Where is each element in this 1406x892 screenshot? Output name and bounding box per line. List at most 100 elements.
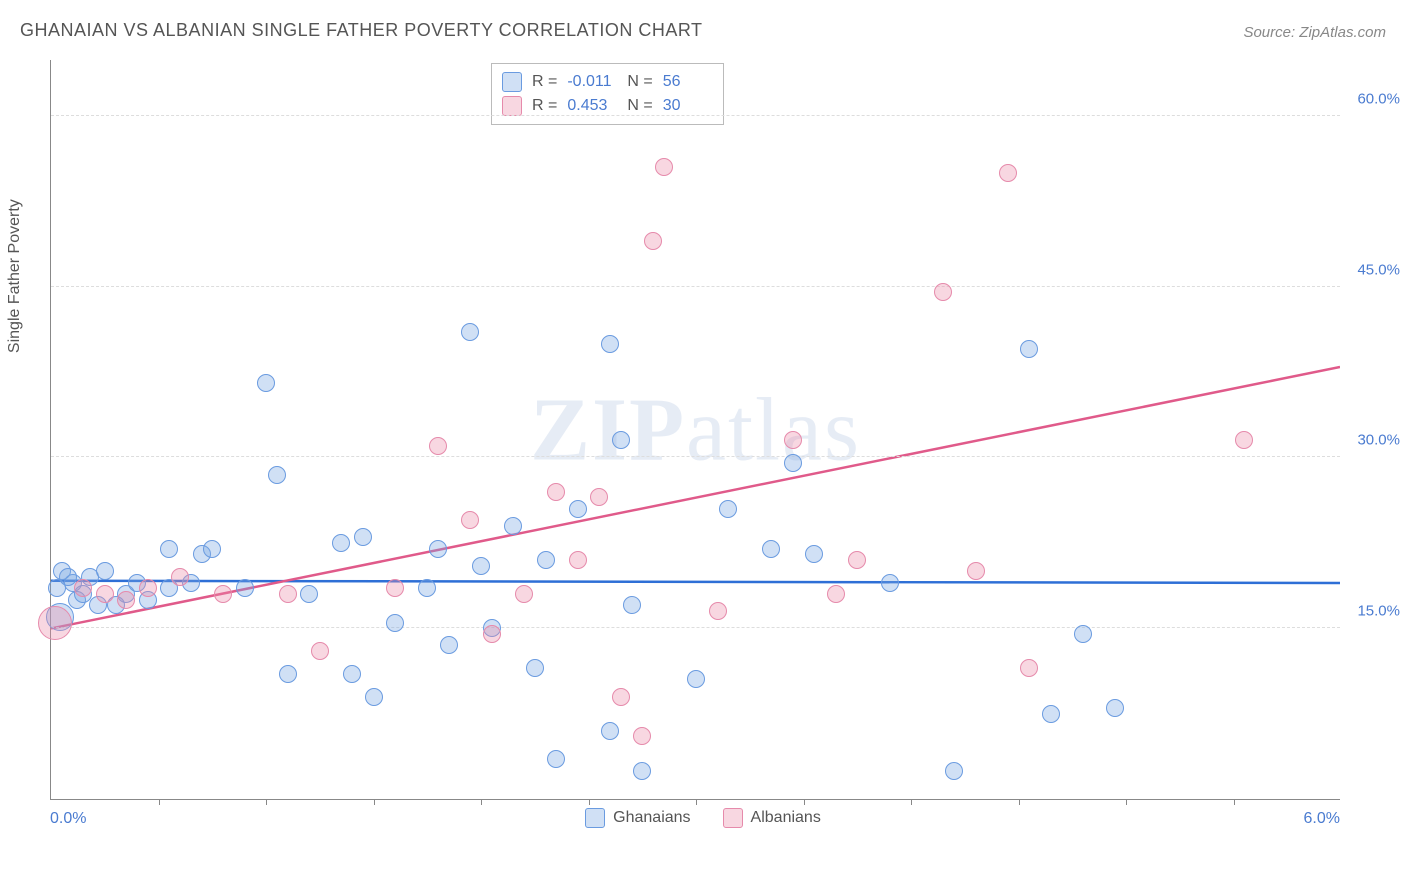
data-point (386, 579, 404, 597)
data-point (203, 540, 221, 558)
gridline (51, 115, 1340, 116)
legend-item: Ghanaians (585, 808, 690, 828)
data-point (279, 665, 297, 683)
data-point (526, 659, 544, 677)
data-point (784, 431, 802, 449)
data-point (590, 488, 608, 506)
data-point (967, 562, 985, 580)
legend-label: Ghanaians (613, 809, 690, 827)
data-point (300, 585, 318, 603)
data-point (214, 585, 232, 603)
data-point (279, 585, 297, 603)
data-point (418, 579, 436, 597)
bottom-legend: Ghanaians Albanians (0, 808, 1406, 828)
x-tick-mark (589, 799, 590, 805)
data-point (1042, 705, 1060, 723)
x-tick-mark (374, 799, 375, 805)
x-tick-mark (159, 799, 160, 805)
x-tick-mark (1126, 799, 1127, 805)
data-point (38, 606, 72, 640)
data-point (1235, 431, 1253, 449)
data-point (160, 540, 178, 558)
data-point (74, 579, 92, 597)
series-swatch (502, 72, 522, 92)
data-point (655, 158, 673, 176)
data-point (1106, 699, 1124, 717)
data-point (332, 534, 350, 552)
data-point (440, 636, 458, 654)
gridline (51, 286, 1340, 287)
x-tick-mark (1234, 799, 1235, 805)
data-point (429, 437, 447, 455)
series-swatch (502, 96, 522, 116)
legend-item: Albanians (723, 808, 821, 828)
legend-swatch (585, 808, 605, 828)
data-point (569, 500, 587, 518)
data-point (171, 568, 189, 586)
chart-title: GHANAIAN VS ALBANIAN SINGLE FATHER POVER… (20, 20, 703, 41)
data-point (848, 551, 866, 569)
data-point (945, 762, 963, 780)
x-tick-mark (696, 799, 697, 805)
r-label: R = (532, 70, 557, 94)
source-label: Source: ZipAtlas.com (1243, 24, 1386, 41)
data-point (504, 517, 522, 535)
n-value: 56 (663, 70, 713, 94)
data-point (633, 762, 651, 780)
data-point (709, 602, 727, 620)
data-point (612, 431, 630, 449)
x-tick-mark (481, 799, 482, 805)
data-point (1020, 659, 1038, 677)
x-tick-mark (804, 799, 805, 805)
data-point (117, 591, 135, 609)
data-point (386, 614, 404, 632)
legend-label: Albanians (751, 809, 821, 827)
data-point (515, 585, 533, 603)
data-point (139, 579, 157, 597)
watermark: ZIPatlas (530, 378, 861, 481)
data-point (236, 579, 254, 597)
stats-row: R = -0.011 N = 56 (502, 70, 713, 94)
data-point (687, 670, 705, 688)
x-tick-mark (1019, 799, 1020, 805)
y-axis-label: Single Father Poverty (6, 199, 24, 353)
data-point (354, 528, 372, 546)
gridline (51, 456, 1340, 457)
n-label: N = (627, 70, 652, 94)
data-point (601, 722, 619, 740)
data-point (881, 574, 899, 592)
data-point (311, 642, 329, 660)
data-point (719, 500, 737, 518)
data-point (268, 466, 286, 484)
data-point (1074, 625, 1092, 643)
data-point (343, 665, 361, 683)
y-tick-label: 15.0% (1345, 603, 1400, 620)
x-tick-mark (266, 799, 267, 805)
data-point (461, 323, 479, 341)
data-point (257, 374, 275, 392)
data-point (623, 596, 641, 614)
data-point (934, 283, 952, 301)
data-point (461, 511, 479, 529)
y-tick-label: 60.0% (1345, 90, 1400, 107)
data-point (569, 551, 587, 569)
data-point (601, 335, 619, 353)
data-point (999, 164, 1017, 182)
chart-plot-area: ZIPatlas R =-0.011N =56R =0.453N =30 15.… (50, 60, 1340, 800)
data-point (472, 557, 490, 575)
r-value: -0.011 (567, 70, 617, 94)
y-tick-label: 45.0% (1345, 261, 1400, 278)
data-point (483, 625, 501, 643)
data-point (1020, 340, 1038, 358)
legend-swatch (723, 808, 743, 828)
x-tick-mark (911, 799, 912, 805)
data-point (827, 585, 845, 603)
data-point (96, 562, 114, 580)
data-point (547, 750, 565, 768)
data-point (805, 545, 823, 563)
y-tick-label: 30.0% (1345, 432, 1400, 449)
data-point (762, 540, 780, 558)
data-point (547, 483, 565, 501)
data-point (365, 688, 383, 706)
data-point (612, 688, 630, 706)
